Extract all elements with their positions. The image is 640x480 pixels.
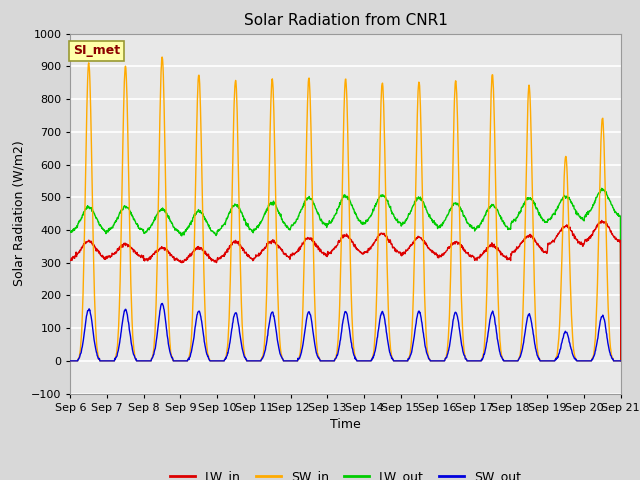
Title: Solar Radiation from CNR1: Solar Radiation from CNR1 (244, 13, 447, 28)
Text: SI_met: SI_met (73, 44, 120, 58)
Legend: LW_in, SW_in, LW_out, SW_out: LW_in, SW_in, LW_out, SW_out (165, 465, 526, 480)
X-axis label: Time: Time (330, 418, 361, 431)
Y-axis label: Solar Radiation (W/m2): Solar Radiation (W/m2) (12, 141, 26, 287)
